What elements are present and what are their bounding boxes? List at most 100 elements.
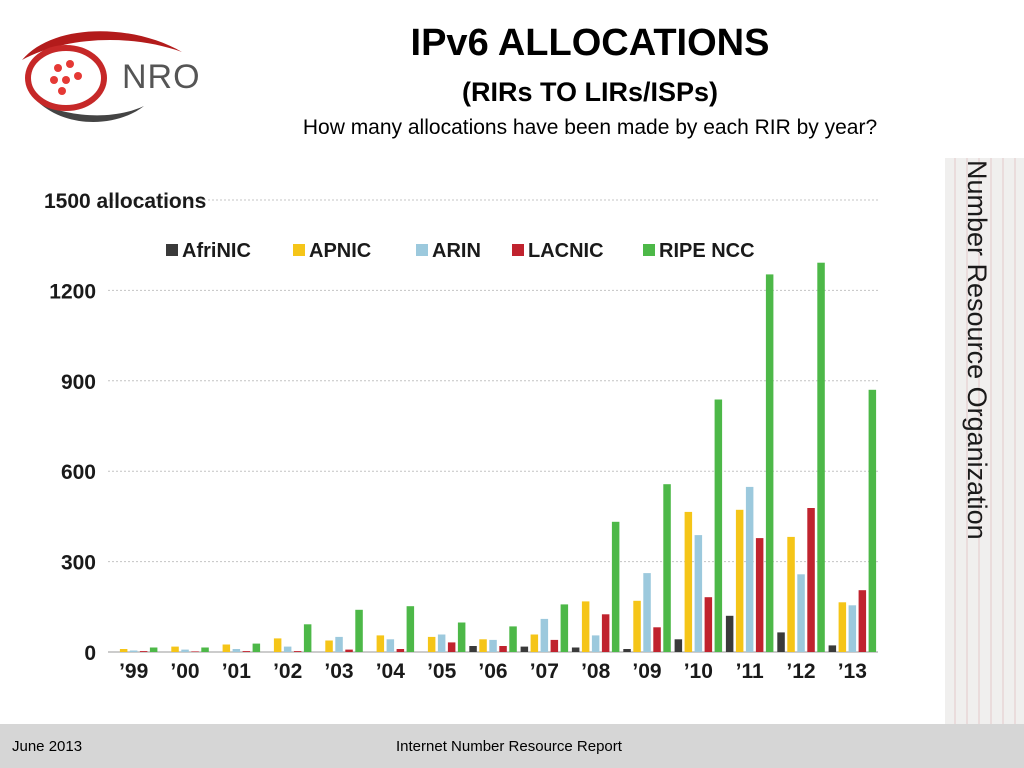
bar-lacnic-12 — [755, 538, 764, 652]
bar-arin-11 — [694, 535, 703, 652]
bars — [119, 262, 877, 652]
bar-lacnic-1 — [191, 651, 199, 652]
bar-apnic-14 — [838, 602, 847, 652]
bar-ripe-ncc-7 — [509, 626, 517, 652]
footer: June 2013 Internet Number Resource Repor… — [0, 724, 1024, 768]
legend-item-apnic: APNIC — [293, 240, 371, 262]
bar-ripe-ncc-11 — [714, 399, 723, 652]
x-tick-label: ’02 — [273, 660, 302, 683]
bar-apnic-12 — [735, 509, 744, 652]
bar-ripe-ncc-10 — [663, 484, 671, 652]
bar-ripe-ncc-0 — [149, 647, 158, 652]
x-tick-label: ’01 — [222, 660, 252, 683]
legend-swatch — [293, 244, 305, 256]
legend-item-ripe-ncc: RIPE NCC — [643, 240, 755, 262]
bar-arin-2 — [232, 649, 241, 652]
side-organization-label: Number Resource Organization — [962, 160, 992, 540]
footer-report-title: Internet Number Resource Report — [396, 738, 622, 755]
bar-lacnic-14 — [858, 590, 867, 652]
x-tick-label: ’11 — [736, 660, 764, 683]
logo-ring — [25, 45, 107, 111]
allocations-bar-chart: 0 300 600 900 1200 1500 allocations ’99 ’00 ’01… — [44, 190, 878, 683]
bar-ripe-ncc-5 — [406, 606, 415, 652]
bar-apnic-0 — [119, 649, 128, 652]
bar-lacnic-3 — [293, 651, 302, 652]
legend-swatch — [512, 244, 524, 256]
legend: AfriNIC APNIC ARIN LACNIC RIPE NCC — [166, 240, 755, 262]
bar-arin-5 — [386, 639, 395, 652]
x-tick-label: ’13 — [838, 660, 867, 683]
logo-swoosh-bottom — [38, 102, 144, 122]
footer-date: June 2013 — [12, 738, 83, 755]
x-axis-ticks: ’99 ’00 ’01 ’02 ’03 ’04 ’05 ’06 ’07 ’08 ’09 ’10 ’11 ’… — [119, 660, 867, 683]
bar-arin-1 — [181, 649, 189, 652]
x-tick-label: ’99 — [119, 660, 148, 683]
y-tick-label: 300 — [61, 552, 96, 575]
bar-ripe-ncc-13 — [817, 262, 825, 652]
bar-ripe-ncc-6 — [457, 622, 466, 652]
bar-afrinic-13 — [777, 632, 785, 652]
bar-afrinic-9 — [571, 647, 580, 652]
x-tick-label: ’05 — [427, 660, 457, 683]
bar-ripe-ncc-8 — [560, 604, 569, 652]
side-decoration — [945, 158, 1024, 724]
y-tick-label: 1200 — [49, 280, 96, 303]
bar-apnic-10 — [633, 600, 641, 652]
legend-item-arin: ARIN — [416, 240, 481, 262]
y-tick-label: 600 — [61, 461, 96, 484]
bar-apnic-9 — [581, 601, 590, 652]
bar-lacnic-10 — [653, 627, 661, 652]
bar-arin-6 — [437, 634, 446, 652]
bar-arin-4 — [335, 636, 343, 652]
bar-lacnic-4 — [345, 649, 353, 652]
page-title: IPv6 ALLOCATIONS — [410, 22, 770, 64]
bar-lacnic-9 — [601, 614, 610, 652]
legend-swatch — [416, 244, 428, 256]
y-tick-label: 900 — [61, 371, 96, 394]
bar-afrinic-10 — [623, 649, 631, 652]
legend-label: APNIC — [309, 240, 371, 262]
bar-arin-13 — [797, 574, 805, 652]
bar-lacnic-6 — [447, 642, 456, 652]
bar-ripe-ncc-4 — [355, 609, 363, 652]
bar-lacnic-0 — [139, 651, 148, 652]
x-tick-label: ’10 — [684, 660, 713, 683]
bar-apnic-1 — [171, 646, 179, 652]
bar-afrinic-12 — [725, 615, 734, 652]
logo-swoosh-top — [22, 31, 182, 60]
bar-apnic-4 — [325, 640, 333, 652]
bar-ripe-ncc-14 — [868, 389, 877, 652]
nro-logo: NRO — [22, 31, 200, 122]
bar-ripe-ncc-12 — [765, 274, 774, 652]
page-subtitle: (RIRs TO LIRs/ISPs) — [461, 77, 719, 107]
y-tick-label: 0 — [84, 642, 96, 665]
x-tick-label: ’00 — [170, 660, 199, 683]
bar-lacnic-11 — [704, 597, 713, 652]
bar-apnic-7 — [479, 639, 487, 652]
legend-swatch — [166, 244, 178, 256]
bar-ripe-ncc-9 — [611, 521, 620, 652]
bar-ripe-ncc-3 — [303, 624, 312, 652]
bar-ripe-ncc-1 — [201, 647, 209, 652]
bar-arin-9 — [591, 635, 600, 652]
y-axis-ticks: 0 300 600 900 1200 1500 allocations — [44, 190, 206, 665]
bar-afrinic-7 — [469, 646, 477, 652]
logo-dots — [50, 60, 82, 95]
x-tick-label: ’04 — [376, 660, 406, 683]
legend-swatch — [643, 244, 655, 256]
bar-arin-7 — [489, 639, 497, 652]
bar-lacnic-8 — [550, 639, 559, 652]
bar-lacnic-7 — [499, 646, 507, 652]
bar-apnic-5 — [376, 635, 385, 652]
bar-arin-10 — [643, 573, 651, 652]
bar-afrinic-14 — [828, 645, 837, 652]
bar-ripe-ncc-2 — [252, 643, 261, 652]
legend-label: AfriNIC — [182, 240, 251, 262]
bar-apnic-8 — [530, 634, 539, 652]
y-tick-label: 1500 allocations — [44, 190, 206, 213]
legend-label: ARIN — [432, 240, 481, 262]
x-tick-label: ’08 — [581, 660, 611, 683]
page-question: How many allocations have been made by e… — [302, 116, 878, 139]
bar-arin-3 — [283, 646, 292, 652]
bar-afrinic-11 — [674, 639, 683, 652]
